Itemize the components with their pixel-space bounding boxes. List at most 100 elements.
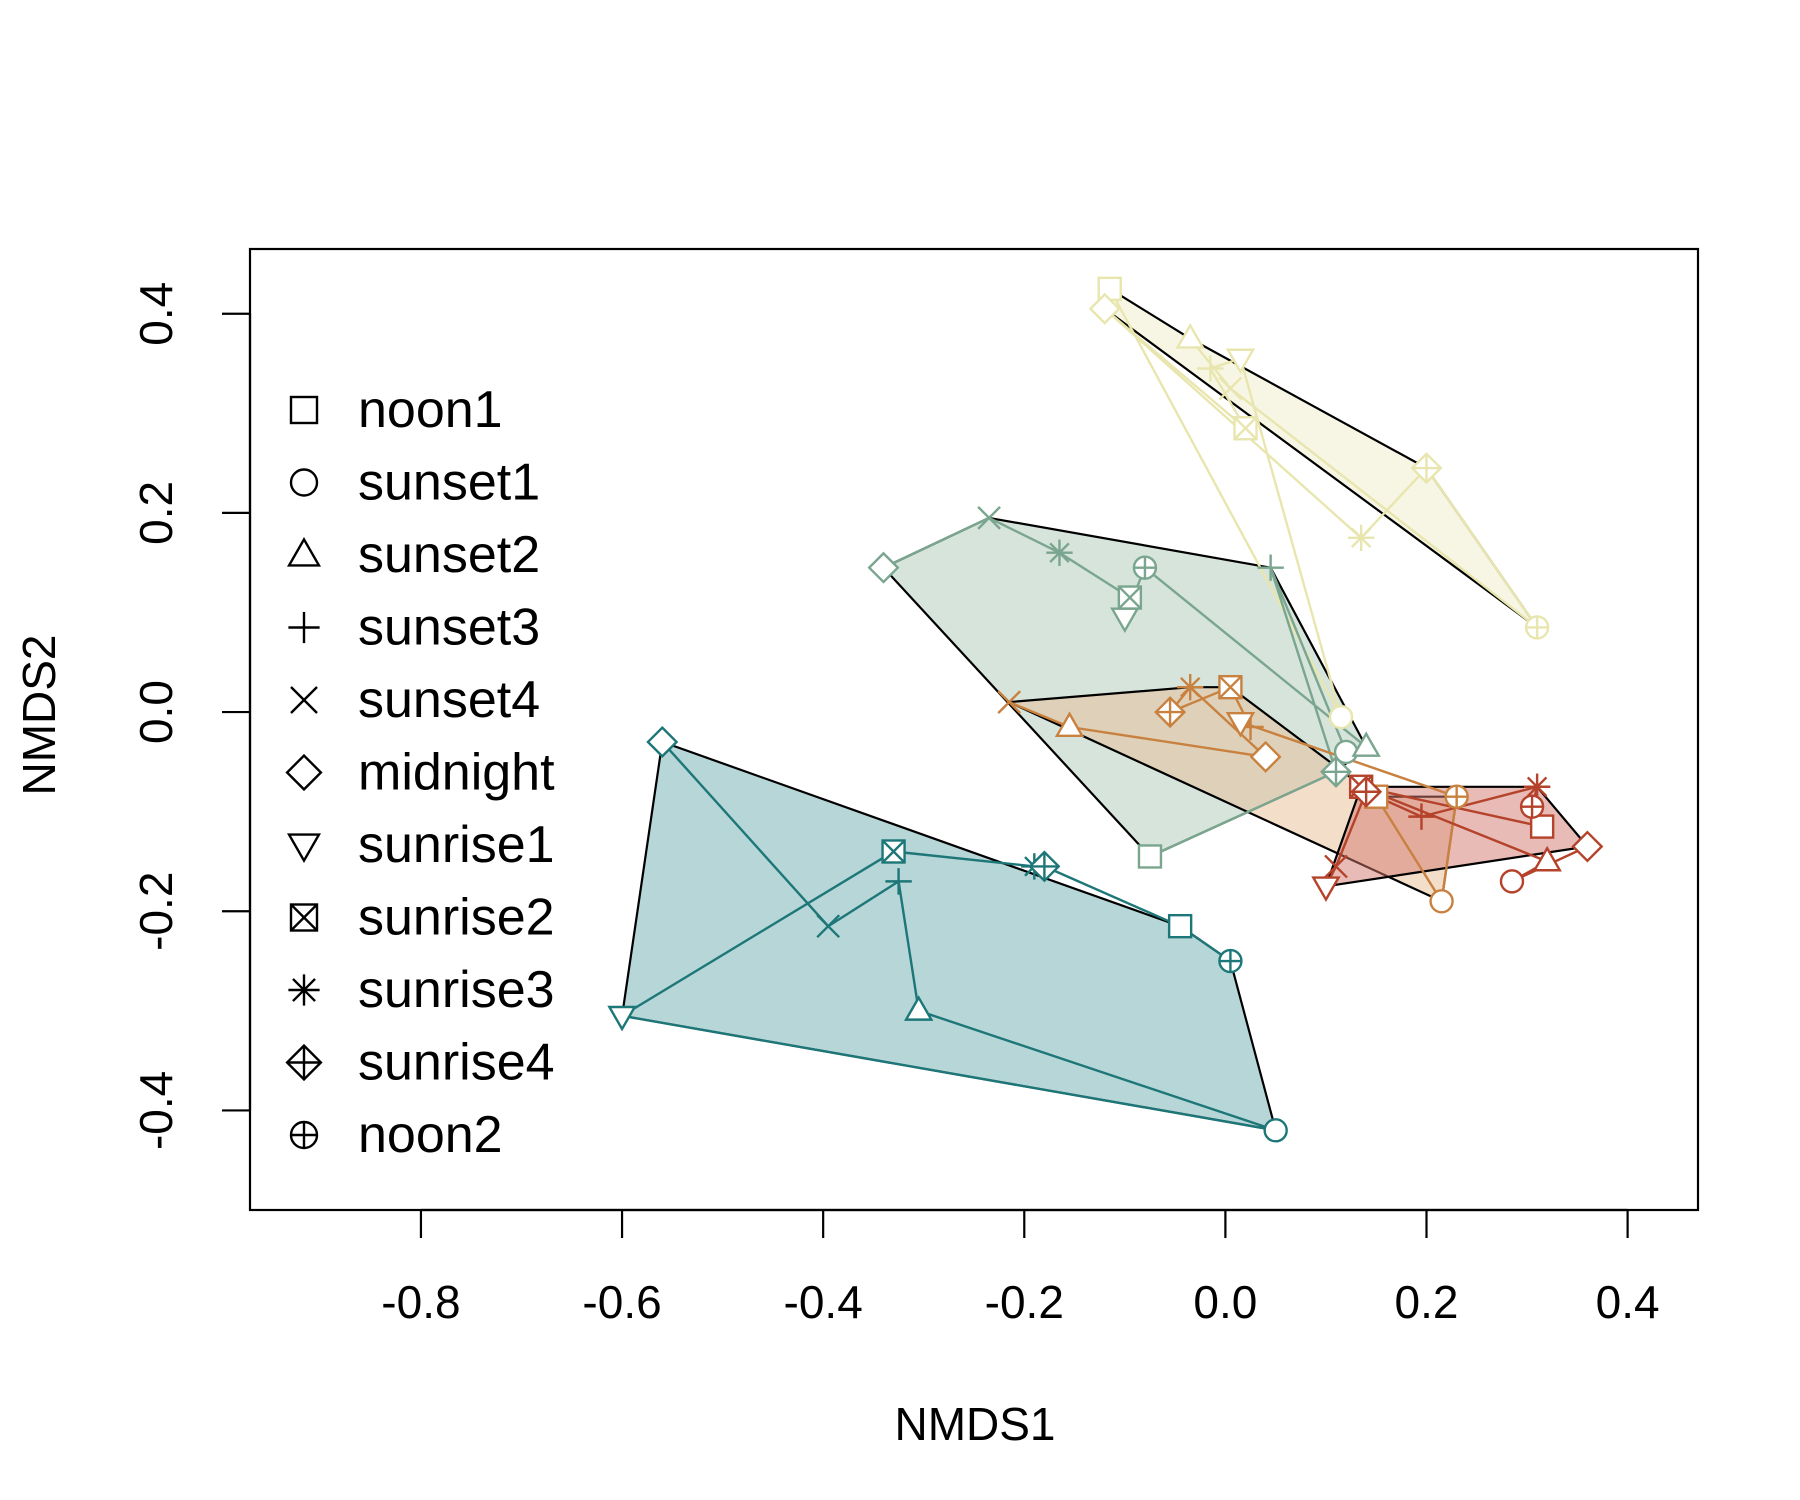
y-tick-label: -0.4 (130, 1071, 182, 1150)
legend: noon1 sunset1 sunset2 sunset3 sunset4 midnigh… (285, 381, 555, 1164)
data-point-sunset4 (816, 914, 841, 939)
legend-item-sunset4: sunset4 (290, 671, 540, 729)
data-point-sunrise3 (1347, 524, 1375, 551)
diamond-icon (285, 753, 323, 792)
legend-label: sunrise3 (358, 961, 555, 1019)
data-point-sunset1 (1328, 704, 1354, 730)
x-tick-label: -0.6 (582, 1276, 661, 1328)
legend-item-sunrise1: sunrise1 (286, 816, 555, 874)
legend-item-sunset1: sunset1 (289, 454, 540, 512)
x-tick-label: -0.2 (985, 1276, 1064, 1328)
x-tick-label: 0.4 (1596, 1276, 1660, 1328)
point-layer (607, 276, 1604, 1143)
data-point-sunrise1 (1225, 712, 1256, 738)
legend-label: sunrise1 (358, 816, 555, 874)
x-axis: -0.8 -0.6 -0.4 -0.2 0.0 0.2 0.4 (381, 1208, 1660, 1328)
x-axis-label: NMDS1 (894, 1398, 1055, 1450)
legend-label: sunset1 (358, 454, 540, 512)
data-point-sunset4 (977, 506, 1001, 530)
data-point-sunrise1 (607, 1005, 637, 1032)
hull-polygon (620, 740, 1277, 1132)
data-point-noon2 (1132, 555, 1158, 580)
legend-label: sunset2 (358, 526, 540, 584)
legend-item-sunrise2: sunrise2 (289, 889, 555, 947)
data-point-noon1 (1167, 913, 1193, 939)
data-point-noon1 (1529, 814, 1555, 839)
data-point-sunset3 (1197, 355, 1224, 382)
data-point-midnight (1249, 740, 1282, 773)
asterisk-icon (288, 974, 320, 1006)
data-point-sunset1 (1263, 1118, 1288, 1143)
data-point-sunset1 (1429, 889, 1454, 914)
legend-item-sunrise4: sunrise4 (285, 1034, 555, 1092)
legend-label: sunset4 (358, 671, 540, 729)
data-point-sunset4 (1218, 376, 1243, 401)
data-point-midnight (1088, 292, 1121, 325)
data-point-sunrise3 (1176, 673, 1204, 701)
data-point-sunset2 (1351, 731, 1381, 757)
hull-layer (620, 287, 1589, 1132)
data-point-sunset2 (1532, 845, 1562, 872)
legend-item-sunrise3: sunrise3 (288, 961, 555, 1019)
square-cross-icon (289, 903, 319, 932)
legend-label: sunset3 (358, 599, 540, 657)
diamond-plus-icon (285, 1043, 323, 1082)
triangle-down-icon (286, 833, 322, 864)
legend-item-sunset2: sunset2 (286, 526, 540, 584)
data-point-sunset3 (1257, 554, 1284, 581)
plus-icon (288, 611, 320, 644)
data-point-sunrise1 (1311, 876, 1341, 902)
data-point-sunrise3 (1046, 539, 1073, 566)
x-tick-label: 0.2 (1395, 1276, 1459, 1328)
data-point-sunrise2 (1233, 416, 1258, 441)
data-point-midnight (1571, 830, 1604, 863)
legend-item-midnight: midnight (285, 744, 555, 802)
x-tick-label: -0.8 (381, 1276, 460, 1328)
data-point-midnight (867, 551, 900, 584)
legend-item-noon2: noon2 (289, 1106, 503, 1164)
cross-icon (290, 686, 318, 714)
data-point-noon1 (1137, 844, 1163, 869)
data-point-sunset3 (1408, 803, 1435, 830)
data-point-sunset2 (903, 995, 934, 1021)
data-point-sunrise4 (1154, 696, 1187, 729)
data-point-sunset2 (1175, 323, 1205, 349)
data-point-sunrise2 (881, 839, 906, 864)
data-point-sunrise2 (1218, 674, 1243, 700)
data-point-sunset2 (1054, 711, 1085, 738)
legend-label: sunrise2 (358, 889, 555, 947)
data-point-sunrise4 (1410, 452, 1443, 485)
y-axis-label: NMDS2 (13, 634, 65, 795)
legend-label: midnight (358, 744, 555, 802)
y-tick-label: 0.4 (130, 282, 182, 346)
data-point-noon2 (1444, 784, 1469, 809)
data-point-sunrise4 (1028, 850, 1061, 883)
y-tick-label: 0.0 (130, 680, 182, 744)
circle-icon (289, 468, 319, 497)
x-tick-label: -0.4 (784, 1276, 863, 1328)
data-point-sunrise3 (1523, 773, 1551, 800)
legend-item-sunset3: sunset3 (288, 599, 540, 657)
data-point-noon2 (1519, 794, 1545, 819)
legend-label: noon2 (358, 1106, 503, 1164)
triangle-up-icon (286, 536, 322, 567)
data-point-sunrise4 (1350, 775, 1383, 808)
y-axis: -0.4 -0.2 0.0 0.2 0.4 (130, 282, 252, 1150)
y-tick-label: -0.2 (130, 872, 182, 951)
square-icon (289, 395, 319, 425)
legend-label: noon1 (358, 381, 503, 439)
data-point-noon2 (1218, 948, 1243, 974)
legend-item-noon1: noon1 (289, 381, 503, 439)
data-point-sunset4 (997, 690, 1022, 714)
data-point-midnight (646, 725, 679, 758)
data-point-sunrise4 (1320, 755, 1352, 788)
data-point-sunset1 (1499, 869, 1525, 894)
data-point-sunrise1 (1225, 348, 1256, 375)
data-point-noon2 (1524, 615, 1550, 640)
data-point-sunset3 (885, 868, 912, 895)
circle-plus-icon (289, 1120, 319, 1150)
data-point-sunrise2 (1117, 585, 1143, 610)
data-point-sunset4 (1324, 854, 1348, 879)
x-tick-label: 0.0 (1193, 1276, 1257, 1328)
